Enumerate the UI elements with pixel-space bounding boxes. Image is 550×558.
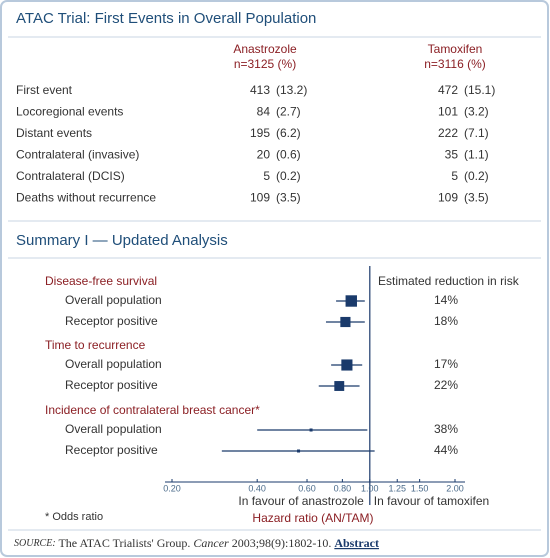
row-label: Contralateral (DCIS) [16, 169, 125, 183]
source-citation: 2003;98(9):1802-10. [232, 536, 332, 550]
x-tick-label: 0.20 [163, 483, 181, 493]
source-text: The ATAC Trialists' Group. [58, 536, 190, 550]
group-label: Incidence of contralateral breast cancer… [45, 403, 260, 417]
cell-percent: (0.2) [464, 169, 489, 183]
group-label: Time to recurrence [45, 338, 146, 352]
x-tick-label: 0.40 [248, 483, 266, 493]
column-header: n=3116 (%) [424, 57, 485, 71]
reduction: 22% [434, 378, 458, 392]
x-tick-label: 1.50 [411, 483, 429, 493]
cell-percent: (3.5) [276, 191, 301, 205]
footnote: * Odds ratio [45, 511, 103, 523]
row-label: Overall population [65, 293, 162, 307]
source-journal: Cancer [193, 536, 229, 550]
reduction: 38% [434, 422, 458, 436]
cell-count: 109 [250, 191, 270, 205]
row-label: Overall population [65, 357, 162, 371]
cell-percent: (3.5) [464, 191, 489, 205]
cell-count: 109 [438, 191, 458, 205]
group-label: Disease-free survival [45, 274, 157, 288]
cell-count: 5 [451, 169, 458, 183]
x-tick-label: 0.60 [298, 483, 316, 493]
cell-count: 20 [257, 148, 271, 162]
chart-title: Summary I — Updated Analysis [16, 232, 228, 249]
source: SOURCE: The ATAC Trialists' Group. Cance… [14, 536, 379, 550]
x-tick-label: 2.00 [446, 483, 464, 493]
cell-percent: (0.6) [276, 148, 301, 162]
row-label: Receptor positive [65, 443, 158, 457]
reduction: 14% [434, 293, 458, 307]
table-title: ATAC Trial: First Events in Overall Popu… [16, 10, 316, 27]
row-label: Distant events [16, 126, 92, 140]
hazard-ratio [340, 316, 351, 328]
cell-count: 84 [257, 105, 271, 119]
hazard-ratio [334, 381, 345, 391]
cell-count: 5 [263, 169, 270, 183]
row-label: First event [16, 83, 73, 97]
row-label: Receptor positive [65, 314, 158, 328]
column-header: Anastrozole [233, 42, 297, 56]
cell-percent: (15.1) [464, 83, 495, 97]
row-label: Locoregional events [16, 105, 123, 119]
cell-percent: (1.1) [464, 148, 489, 162]
x-tick-label: 1.00 [361, 483, 379, 493]
cell-count: 195 [250, 126, 270, 140]
row-label: Overall population [65, 422, 162, 436]
cell-percent: (6.2) [276, 126, 301, 140]
favour-left: In favour of anastrozole [238, 494, 364, 508]
cell-percent: (0.2) [276, 169, 301, 183]
reduction: 17% [434, 357, 458, 371]
column-header: Tamoxifen [428, 42, 483, 56]
cell-percent: (13.2) [276, 83, 307, 97]
reduction: 44% [434, 443, 458, 457]
x-tick-label: 0.80 [334, 483, 352, 493]
hazard-ratio [345, 295, 357, 307]
abstract-link[interactable]: Abstract [334, 536, 379, 550]
row-label: Receptor positive [65, 378, 158, 392]
x-axis-label: Hazard ratio (AN/TAM) [252, 511, 373, 525]
row-label: Contralateral (invasive) [16, 148, 139, 162]
row-label: Deaths without recurrence [16, 191, 156, 205]
x-tick-label: 1.25 [388, 483, 406, 493]
cell-percent: (3.2) [464, 105, 489, 119]
favour-right: In favour of tamoxifen [374, 494, 489, 508]
cell-percent: (7.1) [464, 126, 489, 140]
reduction: 18% [434, 314, 458, 328]
cell-count: 222 [438, 126, 458, 140]
cell-count: 472 [438, 83, 458, 97]
hazard-ratio [309, 428, 313, 432]
cell-count: 35 [445, 148, 459, 162]
cell-percent: (2.7) [276, 105, 301, 119]
column-header: n=3125 (%) [234, 57, 296, 71]
hazard-ratio [341, 359, 353, 371]
cell-count: 413 [250, 83, 270, 97]
right-header: Estimated reduction in risk [378, 274, 520, 288]
hazard-ratio [297, 449, 301, 453]
source-label: SOURCE: [14, 538, 56, 549]
cell-count: 101 [438, 105, 458, 119]
